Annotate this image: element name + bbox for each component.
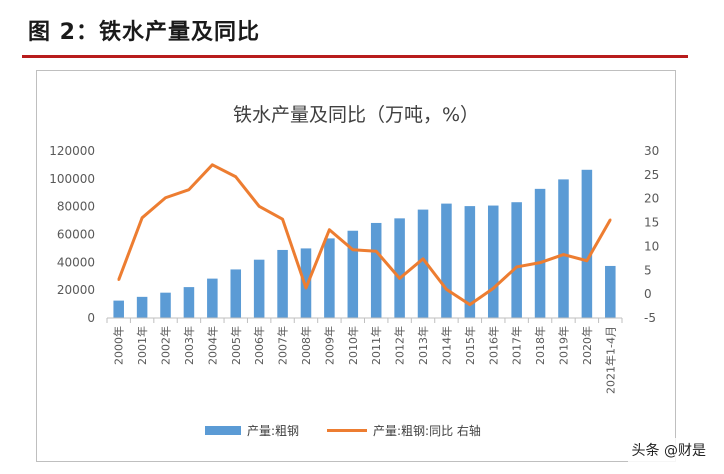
x-tick-label: 2002年 — [159, 326, 173, 365]
legend: 产量:粗钢 产量:粗钢:同比 右轴 — [205, 423, 481, 438]
x-tick-label: 2001年 — [135, 326, 149, 365]
x-tick-label: 2003年 — [182, 326, 196, 365]
y-right-tick-label: 0 — [644, 287, 652, 301]
bar — [230, 269, 242, 318]
line-point — [562, 253, 565, 256]
line-point — [281, 218, 284, 221]
x-tick-label: 2006年 — [252, 326, 266, 365]
x-tick-label: 2013年 — [416, 326, 430, 365]
y-left-axis: 0 20000 40000 60000 80000 100000 120000 — [49, 144, 95, 325]
bar — [534, 188, 546, 318]
bar — [394, 218, 405, 318]
line-point — [351, 248, 354, 251]
line-point — [398, 277, 401, 280]
y-right-tick-label: 25 — [644, 168, 659, 182]
y-right-tick-label: -5 — [644, 311, 656, 325]
line-point — [164, 196, 167, 199]
bar — [511, 202, 522, 318]
x-tick-label: 2005年 — [229, 326, 243, 365]
y-right-tick-label: 10 — [644, 239, 659, 253]
line-point — [117, 278, 120, 282]
x-axis: 2000年 2001年 2002年 2003年 2004年 2005年 2006年 2007年… — [106, 317, 623, 394]
bar — [605, 265, 616, 318]
x-tick-label: 2004年 — [205, 326, 219, 365]
line-point — [328, 228, 331, 231]
watermark: 头条 @财是 — [627, 438, 710, 462]
bar — [207, 278, 218, 318]
bar — [160, 292, 171, 318]
y-left-tick-label: 80000 — [57, 200, 95, 214]
bar — [464, 206, 476, 318]
y-left-tick-label: 40000 — [57, 255, 95, 269]
line-point — [515, 265, 518, 269]
y-left-tick-label: 20000 — [57, 283, 95, 297]
x-tick-label: 2000年 — [112, 326, 126, 365]
line-point — [211, 163, 214, 167]
chart-frame: 铁水产量及同比（万吨，%） 0 20000 40000 60000 80000 10000… — [36, 70, 676, 462]
x-tick-label: 2007年 — [276, 326, 290, 365]
bar — [136, 296, 148, 318]
line-point — [421, 257, 425, 261]
y-left-tick-label: 100000 — [49, 172, 95, 186]
figure-title: 图 2：铁水产量及同比 — [28, 20, 260, 45]
line-point — [445, 288, 448, 291]
bar — [324, 238, 335, 318]
y-right-tick-label: 5 — [644, 263, 652, 277]
x-tick-label: 2020年 — [580, 326, 594, 365]
chart-title: 铁水产量及同比（万吨，%） — [233, 104, 479, 126]
x-tick-label: 2021年1-4月 — [603, 326, 617, 394]
bar — [113, 300, 124, 318]
y-right-axis: -5 0 5 10 15 20 25 30 — [644, 144, 659, 325]
line-point — [234, 175, 237, 178]
line-point — [140, 216, 144, 219]
line-point — [304, 286, 308, 290]
x-tick-label: 2016年 — [486, 326, 500, 365]
bar — [581, 169, 593, 318]
legend-label-bar: 产量:粗钢 — [247, 424, 299, 438]
x-tick-label: 2009年 — [322, 326, 336, 365]
y-right-tick-label: 15 — [644, 216, 659, 230]
legend-label-line: 产量:粗钢:同比 右轴 — [373, 423, 481, 438]
x-tick-label: 2015年 — [463, 326, 477, 365]
bar — [487, 205, 499, 318]
y-right-tick-label: 30 — [644, 144, 659, 158]
chart-svg: 铁水产量及同比（万吨，%） 0 20000 40000 60000 80000 10000… — [49, 104, 659, 438]
bar — [347, 230, 359, 318]
bar — [183, 287, 195, 318]
bar — [441, 203, 452, 318]
bar — [300, 248, 312, 318]
bar — [417, 209, 429, 318]
line-point — [375, 250, 378, 253]
bar — [558, 179, 569, 318]
x-tick-label: 2011年 — [369, 326, 383, 365]
x-tick-label: 2012年 — [393, 326, 407, 365]
x-tick-label: 2014年 — [439, 326, 453, 365]
x-tick-label: 2018年 — [533, 326, 547, 365]
x-tick-label: 2010年 — [346, 326, 360, 365]
line-point — [492, 287, 495, 290]
x-tick-label: 2008年 — [299, 326, 313, 365]
legend-swatch-bar — [205, 426, 241, 435]
line-point — [585, 259, 589, 262]
bar — [277, 249, 288, 318]
bar-series — [113, 169, 616, 318]
title-rule — [22, 55, 688, 58]
x-tick-label: 2019年 — [556, 326, 570, 365]
line-path — [117, 163, 612, 307]
y-left-tick-label: 120000 — [49, 144, 95, 158]
line-series — [117, 163, 612, 307]
line-point — [187, 188, 191, 191]
bar — [370, 222, 382, 318]
line-point — [538, 261, 542, 264]
line-point — [257, 205, 261, 208]
line-point — [609, 218, 612, 221]
y-left-tick-label: 0 — [87, 311, 95, 325]
bar — [253, 259, 265, 318]
y-right-tick-label: 20 — [644, 192, 659, 206]
x-tick-label: 2017年 — [510, 326, 524, 365]
y-left-tick-label: 60000 — [57, 228, 95, 242]
line-point — [468, 303, 472, 306]
